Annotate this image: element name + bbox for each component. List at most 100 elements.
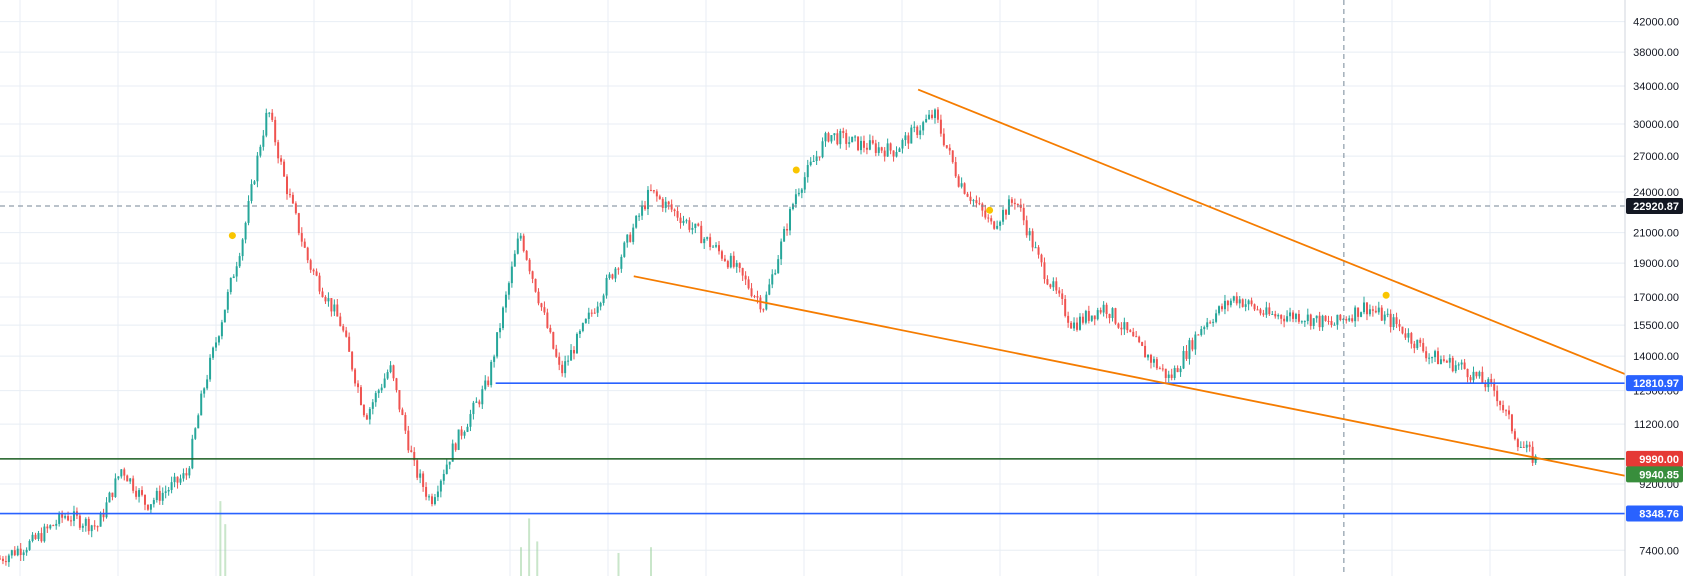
candle-body	[70, 520, 73, 522]
candle-body	[732, 255, 735, 267]
volume-bars	[219, 501, 652, 576]
candle-body	[1052, 281, 1055, 288]
candle-body	[1173, 368, 1176, 379]
candle-body	[1203, 327, 1206, 330]
candle-body	[226, 292, 229, 310]
candle-body	[626, 234, 629, 243]
candle-body	[117, 476, 120, 479]
candle-body	[1312, 318, 1315, 326]
volume-bar	[224, 524, 227, 576]
candle-body	[28, 541, 31, 550]
candle-body	[907, 135, 910, 144]
candle-body	[1117, 323, 1120, 328]
candle-body	[1318, 315, 1321, 328]
candle-body	[969, 196, 972, 201]
candle-body	[1383, 314, 1386, 321]
candle-body	[1454, 365, 1457, 372]
candle-body	[377, 390, 380, 394]
y-tick-label: 7400.00	[1639, 545, 1679, 557]
candle-body	[818, 156, 821, 158]
candle-body	[1286, 316, 1289, 322]
candle-body	[1147, 354, 1150, 358]
candle-body	[108, 492, 111, 503]
candle-body	[61, 513, 64, 518]
candle-body	[146, 504, 149, 510]
price-axis[interactable]: 42000.00 38000.00 34000.00 30000.00 27000.00…	[1624, 0, 1685, 576]
candle-body	[1185, 350, 1188, 359]
candle-body	[297, 213, 300, 234]
candle-body	[1416, 339, 1419, 349]
candle-body	[232, 276, 235, 278]
candle-body	[1182, 350, 1185, 369]
candle-body	[1315, 315, 1318, 319]
candle-body	[1297, 313, 1300, 322]
candle-body	[715, 245, 718, 247]
marker-dot	[228, 232, 236, 240]
candle-body	[1093, 315, 1096, 320]
candle-body	[1410, 333, 1413, 344]
volume-bar	[219, 501, 222, 576]
candle-body	[1472, 371, 1475, 381]
candle-body	[845, 132, 848, 144]
drawings[interactable]	[0, 0, 1626, 576]
candle-body	[1499, 401, 1502, 405]
candle-body	[336, 304, 339, 317]
candle-body	[463, 431, 466, 436]
y-tick-label: 14000.00	[1633, 351, 1679, 363]
candle-body	[164, 491, 167, 493]
candle-body	[457, 429, 460, 450]
candle-body	[1531, 446, 1534, 463]
candle-body	[1206, 322, 1209, 328]
candle-body	[1436, 351, 1439, 365]
candle-body	[531, 271, 534, 279]
candle-body	[1120, 327, 1123, 330]
y-tick-label: 15500.00	[1633, 320, 1679, 332]
candle-body	[1126, 322, 1129, 331]
y-tick-label: 11200.00	[1634, 419, 1679, 431]
candle-body	[803, 177, 806, 190]
candle-body	[1351, 318, 1354, 322]
candle-body	[644, 205, 647, 210]
candle-body	[1108, 313, 1111, 319]
candle-body	[975, 200, 978, 204]
candle-body	[960, 183, 963, 187]
candle-body	[635, 215, 638, 228]
candle-body	[641, 205, 644, 216]
candle-body	[294, 203, 297, 214]
trendline-lower-support[interactable]	[633, 275, 1626, 477]
candle-body	[149, 504, 152, 510]
candle-body	[874, 143, 877, 153]
candle-body	[667, 201, 670, 205]
candle-body	[1188, 340, 1191, 359]
candle-body	[191, 438, 194, 469]
line-price-tag-background	[1626, 450, 1683, 467]
candle-body	[1294, 313, 1297, 319]
candle-body	[291, 194, 294, 204]
candle-body	[383, 378, 386, 388]
candle-body	[1271, 313, 1274, 315]
candle-body	[1013, 202, 1016, 204]
candle-body	[1516, 439, 1519, 448]
candle-body	[1, 558, 4, 562]
candle-body	[84, 518, 87, 526]
candle-body	[1235, 296, 1238, 304]
candle-body	[34, 534, 37, 539]
candle-body	[1442, 359, 1445, 361]
candle-body	[871, 140, 874, 144]
candle-body	[552, 332, 555, 349]
candle-body	[1496, 390, 1499, 402]
candle-body	[1256, 309, 1259, 311]
candle-body	[1152, 359, 1155, 363]
candle-body	[496, 332, 499, 357]
candle-body	[1209, 322, 1212, 324]
candle-body	[111, 492, 114, 498]
candle-body	[1345, 318, 1348, 321]
crosshair-price-tag-background	[1626, 198, 1683, 215]
candle-body	[608, 274, 611, 278]
volume-bar	[536, 541, 539, 576]
candle-body	[1519, 446, 1522, 448]
candle-body	[993, 221, 996, 229]
trendline-upper-resistance[interactable]	[917, 88, 1626, 375]
